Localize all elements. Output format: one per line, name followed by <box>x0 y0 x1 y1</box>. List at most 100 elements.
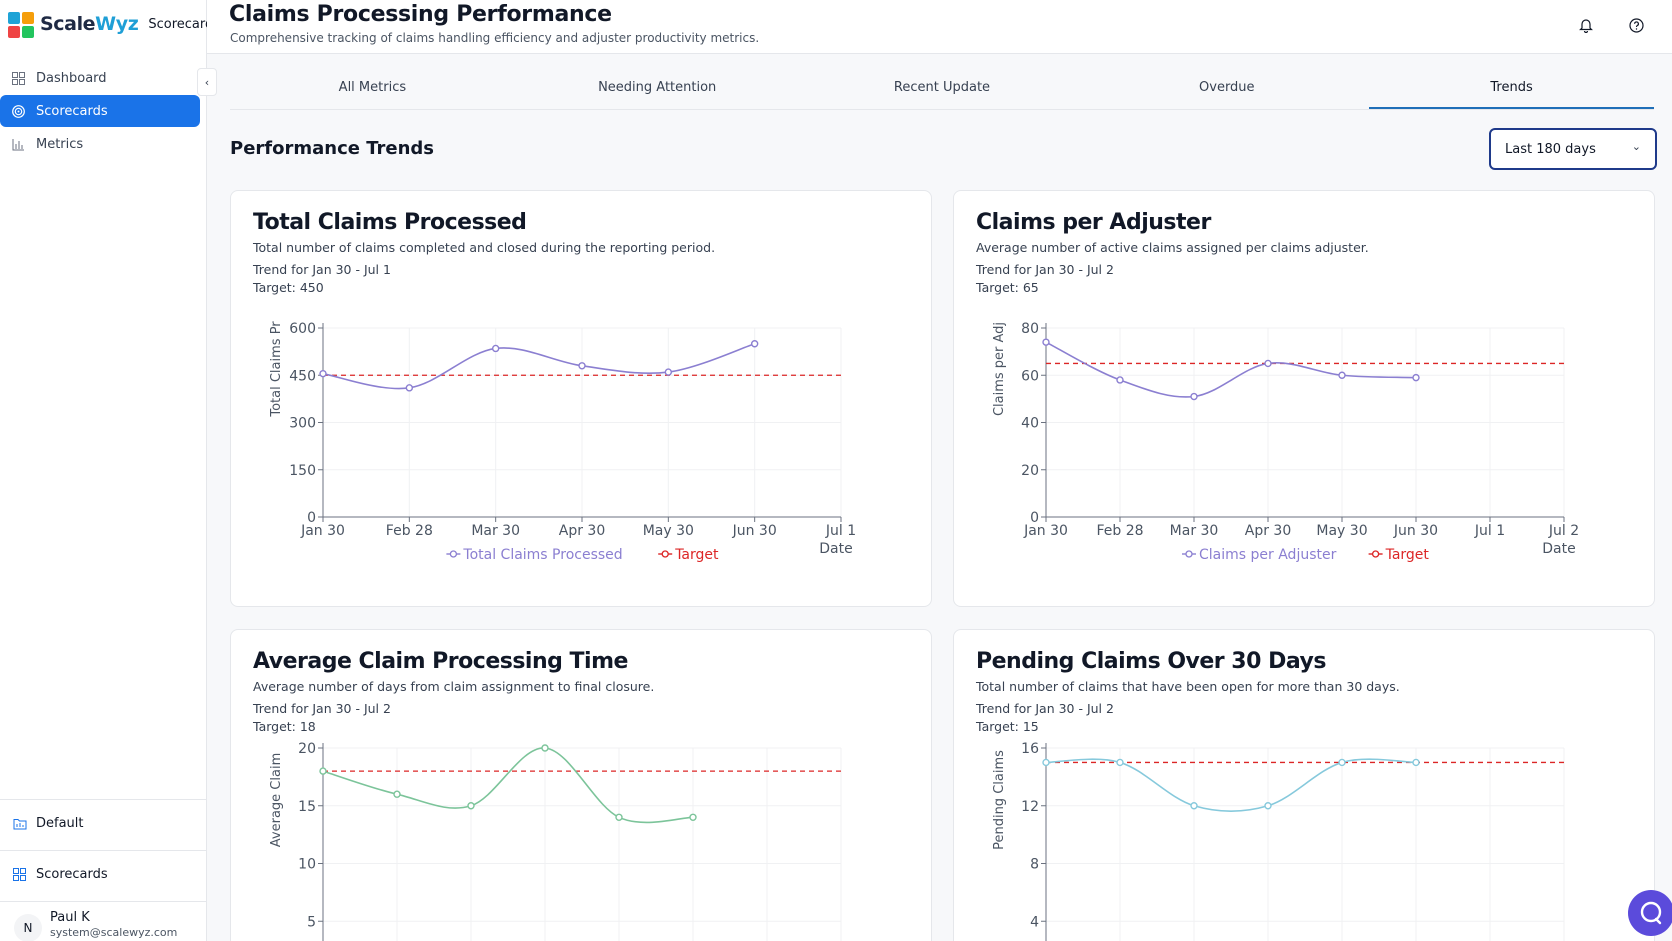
x-tick-label: Jun 30 <box>732 523 777 539</box>
series-line <box>322 342 755 390</box>
y-tick-label: 12 <box>1021 799 1039 815</box>
chat-support-button[interactable] <box>1628 890 1672 936</box>
x-axis-label: Date <box>1542 541 1575 557</box>
divider <box>0 850 207 851</box>
card-description: Average number of active claims assigned… <box>976 240 1369 255</box>
data-point <box>1116 758 1124 767</box>
card-trend-range: Trend for Jan 30 - Jul 1 <box>253 262 391 277</box>
x-tick-label: Feb 28 <box>1096 523 1143 539</box>
legend-label: Claims per Adjuster <box>1199 547 1337 563</box>
sidebar-nav: Dashboard Scorecards Metrics <box>0 62 200 161</box>
chart-grid <box>1045 327 1565 518</box>
x-tick-label: Jan 30 <box>1023 523 1068 539</box>
sidebar-item-metrics[interactable]: Metrics <box>0 128 200 160</box>
x-tick-label: May 30 <box>643 523 694 539</box>
data-point <box>319 369 327 378</box>
brand-name: ScaleWyz <box>40 13 139 35</box>
trend-chart: 0 20 40 60 80 Claims per Adj Jan 30 Feb 28 Mar 3… <box>992 321 1579 563</box>
y-tick-label: 150 <box>289 463 316 479</box>
collapse-sidebar-button[interactable]: ‹ <box>197 68 217 96</box>
page-header: Claims Processing Performance Comprehens… <box>207 0 1672 54</box>
data-point <box>578 362 586 370</box>
y-tick-label: 10 <box>298 857 316 873</box>
data-point <box>689 813 697 822</box>
data-point <box>1264 359 1272 368</box>
data-point <box>393 790 401 798</box>
date-range-value: Last 180 days <box>1505 141 1596 157</box>
grid-icon <box>13 867 27 882</box>
user-profile[interactable]: N Paul K system@scalewyz.com <box>14 910 177 941</box>
data-point <box>1338 758 1346 767</box>
legend-swatch <box>1185 550 1193 558</box>
data-point <box>750 340 759 348</box>
target-icon <box>11 104 25 118</box>
date-range-select[interactable]: Last 180 days ⌄ <box>1489 128 1657 170</box>
help-icon[interactable] <box>1626 15 1646 35</box>
data-point <box>1042 758 1050 767</box>
data-point <box>1190 392 1198 401</box>
avatar: N <box>14 914 42 941</box>
sidebar-item-scorecards[interactable]: Scorecards <box>0 95 200 127</box>
legend-label: Target <box>674 547 719 563</box>
tab-trends[interactable]: Trends <box>1369 70 1654 109</box>
tab-bar: All Metrics Needing Attention Recent Upd… <box>230 70 1654 110</box>
x-tick-label: Apr 30 <box>559 523 605 539</box>
x-tick-label: Mar 30 <box>1170 523 1219 539</box>
page-title: Claims Processing Performance <box>229 2 612 27</box>
legend-swatch <box>661 550 669 558</box>
chevron-left-icon: ‹ <box>204 75 210 89</box>
metric-card[interactable]: Claims per Adjuster Average number of ac… <box>953 190 1655 607</box>
chart-legend: Claims per Adjuster Target <box>1182 547 1429 563</box>
footer-item-scorecards[interactable]: Scorecards <box>13 867 108 882</box>
y-tick-label: 300 <box>289 416 316 432</box>
sidebar-item-dashboard[interactable]: Dashboard <box>0 62 200 94</box>
logo-icon <box>8 10 36 38</box>
y-tick-label: 16 <box>1021 741 1039 757</box>
y-axis-label: Average Claim <box>269 753 284 847</box>
series-line <box>1045 758 1417 812</box>
divider <box>0 799 207 800</box>
card-target: Target: 18 <box>253 719 316 734</box>
series-line <box>322 747 694 824</box>
tab-overdue[interactable]: Overdue <box>1199 80 1255 95</box>
y-tick-label: 8 <box>1030 857 1039 873</box>
bell-icon[interactable] <box>1576 15 1596 35</box>
sidebar-item-label: Dashboard <box>36 70 107 86</box>
data-point <box>1412 758 1420 767</box>
folder-icon <box>13 817 27 831</box>
x-tick-label: Apr 30 <box>1245 523 1291 539</box>
y-axis-label: Pending Claims <box>992 750 1007 850</box>
x-tick-label: Feb 28 <box>386 523 433 539</box>
y-tick-label: 5 <box>307 914 316 930</box>
x-tick-label: May 30 <box>1316 523 1367 539</box>
tab-recent-update[interactable]: Recent Update <box>893 80 991 95</box>
metric-card[interactable]: Pending Claims Over 30 Days Total number… <box>953 629 1655 941</box>
sidebar: ScaleWyz Scorecards Dashboard Scorecards… <box>0 0 220 941</box>
data-point <box>1190 802 1198 810</box>
data-point <box>664 368 673 376</box>
series-line <box>1045 341 1417 398</box>
metric-card[interactable]: Average Claim Processing Time Average nu… <box>230 629 932 941</box>
workspace-selector[interactable]: Default <box>13 816 84 831</box>
grid-icon <box>11 71 25 85</box>
y-axis-label: Total Claims Pr <box>269 321 284 418</box>
card-trend-range: Trend for Jan 30 - Jul 2 <box>976 701 1114 716</box>
data-point <box>615 813 623 822</box>
workspace-label: Default <box>36 816 84 831</box>
data-point <box>467 802 475 810</box>
legend-swatch <box>449 550 458 558</box>
section-title: Performance Trends <box>230 138 435 159</box>
x-tick-label: Mar 30 <box>471 523 520 539</box>
tab-needing-attention[interactable]: Needing Attention <box>598 80 717 95</box>
metric-card[interactable]: Total Claims Processed Total number of c… <box>230 190 932 607</box>
card-description: Total number of claims completed and clo… <box>253 240 716 255</box>
brand[interactable]: ScaleWyz Scorecards <box>8 9 220 39</box>
tab-all-metrics[interactable]: All Metrics <box>338 80 407 95</box>
y-tick-label: 20 <box>1021 463 1039 479</box>
brand-product: Scorecards <box>148 16 221 32</box>
user-name: Paul K <box>50 910 90 925</box>
card-title: Total Claims Processed <box>253 210 527 235</box>
data-point <box>1338 371 1346 379</box>
card-title: Claims per Adjuster <box>976 210 1211 235</box>
card-target: Target: 15 <box>976 719 1039 734</box>
